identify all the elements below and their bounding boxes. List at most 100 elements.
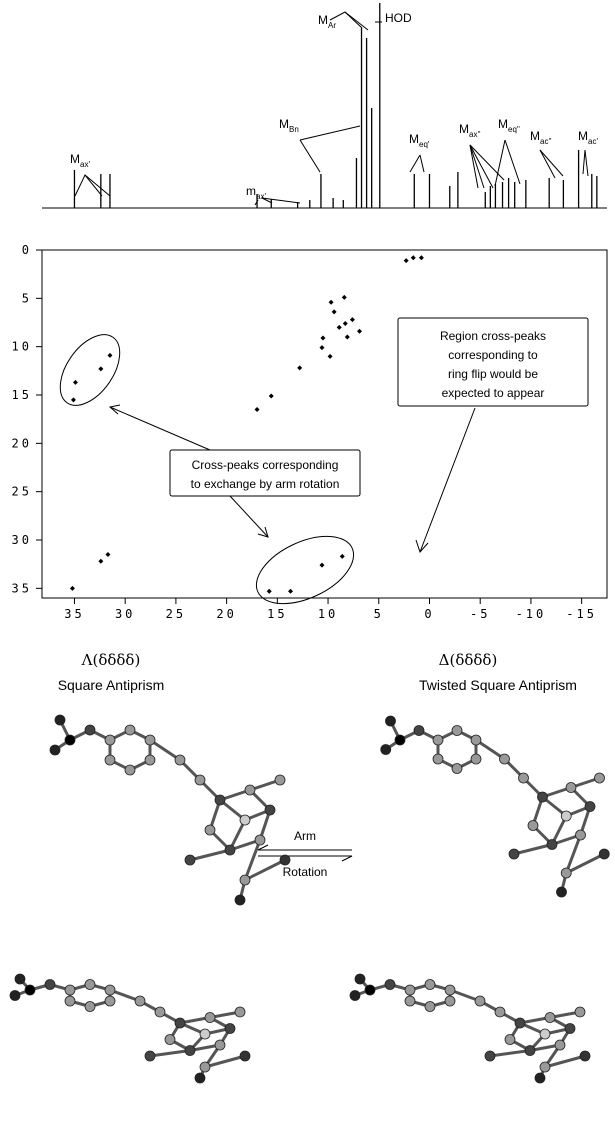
atom: [225, 845, 235, 855]
atom: [386, 716, 396, 726]
atom: [575, 1007, 585, 1017]
atom: [471, 754, 481, 764]
atom: [145, 1051, 155, 1061]
atom: [215, 795, 225, 805]
atom: [538, 792, 548, 802]
atom: [205, 1013, 215, 1023]
atom: [565, 1024, 575, 1034]
peak-label-sub: eq'': [508, 125, 520, 134]
arrow-label-top: Arm: [294, 829, 316, 843]
atom: [405, 985, 415, 995]
peak-label-sub: Bn: [289, 125, 299, 134]
atom: [414, 726, 424, 736]
x-tick-label: -5: [470, 607, 490, 621]
atom: [195, 1073, 205, 1083]
peak-label-sub: ac': [588, 137, 598, 146]
atom: [55, 715, 65, 725]
atom: [105, 755, 115, 765]
annotation-cross: Cross-peaks corresponding: [192, 458, 339, 472]
atom: [515, 1018, 525, 1028]
y-tick-label: 0: [22, 243, 32, 257]
atom: [519, 773, 529, 783]
atom: [580, 1051, 590, 1061]
atom: [235, 1007, 245, 1017]
annotation-region: corresponding to: [448, 348, 538, 362]
atom: [175, 755, 185, 765]
atom: [200, 1062, 210, 1072]
left-name: Square Antiprism: [58, 677, 165, 693]
atom: [105, 735, 115, 745]
atom: [85, 1002, 95, 1012]
atom: [471, 735, 481, 745]
atom: [555, 1040, 565, 1050]
atom: [25, 985, 35, 995]
atom: [240, 815, 250, 825]
atom: [433, 735, 443, 745]
atom: [525, 1046, 535, 1056]
atom: [50, 745, 60, 755]
atom: [395, 735, 405, 745]
atom: [452, 764, 462, 774]
atom: [561, 811, 571, 821]
atom: [445, 996, 455, 1006]
atom: [485, 1051, 495, 1061]
atom: [105, 996, 115, 1006]
atom: [215, 1040, 225, 1050]
atom: [145, 755, 155, 765]
peak-label-sub: ac'': [540, 137, 552, 146]
peak-label-main: M: [530, 129, 540, 143]
atom: [245, 785, 255, 795]
atom: [445, 985, 455, 995]
atom: [225, 1024, 235, 1034]
atom: [65, 985, 75, 995]
atom: [425, 1002, 435, 1012]
atom: [405, 996, 415, 1006]
atom: [385, 980, 395, 990]
x-tick-label: 25: [166, 607, 186, 621]
atom: [500, 754, 510, 764]
right-symbol: Δ(δδδδ): [439, 651, 498, 669]
atom: [155, 1007, 165, 1017]
atom: [185, 855, 195, 865]
atom: [65, 735, 75, 745]
atom: [557, 887, 567, 897]
peak-label-main: M: [318, 13, 328, 27]
peak-label-main: HOD: [385, 11, 412, 25]
x-tick-label: 10: [318, 607, 338, 621]
peak-label-sub: ax': [256, 192, 266, 201]
x-tick-label: 35: [64, 607, 84, 621]
x-tick-label: 5: [374, 607, 384, 621]
atom: [240, 1051, 250, 1061]
atom: [280, 855, 290, 865]
annotation-region: expected to appear: [442, 386, 545, 400]
peak-label: HOD: [385, 11, 412, 25]
y-tick-label: 15: [12, 388, 32, 402]
atom: [125, 725, 135, 735]
atom: [452, 726, 462, 736]
atom: [599, 849, 609, 859]
atom: [195, 775, 205, 785]
atom: [509, 849, 519, 859]
y-tick-label: 10: [12, 340, 32, 354]
atom: [547, 840, 557, 850]
peak-label-main: M: [70, 152, 80, 166]
peak-label-main: M: [578, 129, 588, 143]
peak-label-sub: ax': [80, 160, 90, 169]
atom: [535, 1073, 545, 1083]
atom: [381, 745, 391, 755]
atom: [566, 783, 576, 793]
atom: [350, 991, 360, 1001]
atom: [175, 1018, 185, 1028]
y-tick-label: 20: [12, 436, 32, 450]
atom: [165, 1035, 175, 1045]
peak-label-main: M: [279, 117, 289, 131]
atom: [595, 773, 605, 783]
atom: [85, 980, 95, 990]
arrow-label-bottom: Rotation: [283, 865, 328, 879]
atom: [505, 1035, 515, 1045]
atom: [425, 980, 435, 990]
background: [0, 0, 615, 1136]
y-tick-label: 5: [22, 291, 32, 305]
peak-label-sub: eq': [419, 140, 430, 149]
atom: [200, 1029, 210, 1039]
